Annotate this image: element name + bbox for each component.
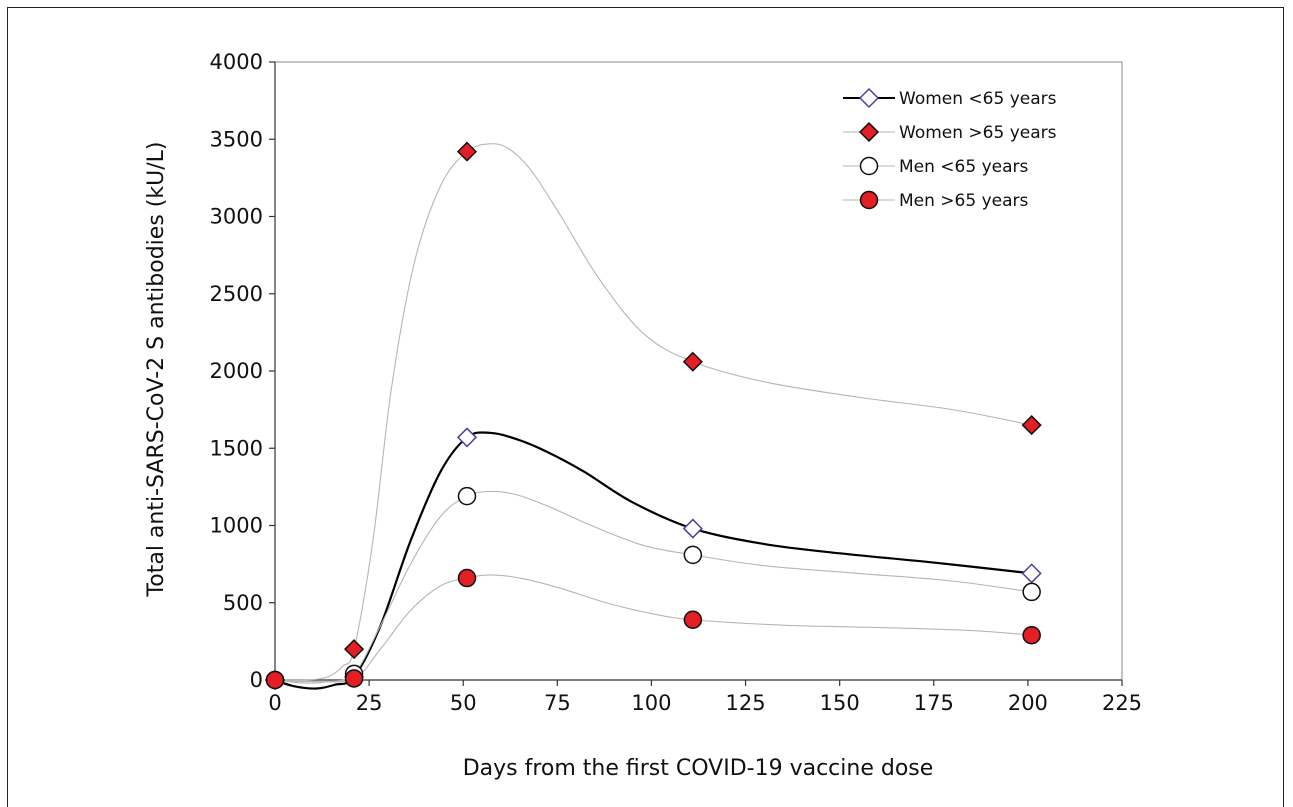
curve-women-65-years — [274, 143, 1032, 681]
curve-women-65-years — [274, 431, 1032, 690]
curve-men-65-years — [274, 574, 1032, 683]
point-women-65-years — [343, 639, 365, 660]
y-tick-label: 2000 — [210, 359, 263, 383]
x-tick-label: 75 — [544, 691, 571, 715]
series-curves — [274, 143, 1032, 690]
legend-marker-women-65-years — [858, 87, 880, 109]
x-tick-label: 125 — [726, 691, 766, 715]
point-women-65-years — [682, 518, 703, 539]
legend-marker-men-65-years — [859, 156, 879, 176]
y-tick-label: 2500 — [210, 282, 263, 306]
point-men-65-years — [265, 670, 285, 690]
x-tick-label: 150 — [820, 691, 860, 715]
legend-label-men-65-years: Men <65 years — [899, 157, 1029, 177]
series-markers — [264, 141, 1042, 691]
x-tick-label: 0 — [268, 691, 281, 715]
point-men-65-years — [457, 486, 477, 506]
x-tick-label: 225 — [1102, 691, 1142, 715]
point-men-65-years — [683, 610, 703, 629]
point-men-65-years — [1022, 625, 1041, 645]
point-men-65-years — [344, 669, 364, 688]
point-women-65-years — [682, 351, 703, 372]
y-tick-label: 1000 — [210, 514, 263, 538]
x-tick-label: 100 — [631, 691, 671, 715]
figure-frame — [7, 7, 1284, 807]
point-men-65-years — [683, 545, 703, 565]
point-women-65-years — [456, 427, 478, 448]
y-tick-label: 3000 — [210, 205, 263, 229]
legend-marker-men-65-years — [859, 190, 879, 210]
point-women-65-years — [1021, 563, 1042, 584]
x-tick-label: 50 — [450, 691, 477, 715]
y-tick-label: 4000 — [210, 50, 263, 74]
y-tick-label: 500 — [223, 591, 263, 615]
plot-area — [274, 61, 1123, 681]
point-men-65-years — [1022, 582, 1041, 602]
x-tick-label: 200 — [1008, 691, 1048, 715]
curve-men-65-years — [274, 490, 1032, 684]
legend-marker-women-65-years — [858, 121, 880, 143]
x-axis-label: Days from the first COVID-19 vaccine dos… — [463, 756, 934, 781]
y-tick-label: 3500 — [210, 127, 263, 151]
legend-label-women-65-years: Women >65 years — [899, 123, 1057, 143]
point-women-65-years — [456, 141, 478, 162]
point-women-65-years — [1021, 415, 1042, 436]
y-tick-label: 1500 — [210, 436, 263, 460]
legend: Women <65 years Women >65 years Men <65 ye… — [843, 87, 1057, 211]
y-axis-label: Total anti-SARS-CoV-2 S antibodies (kU/L… — [144, 142, 169, 598]
y-tick-label: 0 — [250, 668, 263, 692]
point-men-65-years — [457, 568, 477, 588]
axes: 0 500 1000 1500 2000 2500 3000 3500 4000 0 25 50 75 1… — [210, 50, 1143, 715]
legend-label-women-65-years: Women <65 years — [899, 89, 1057, 109]
x-tick-label: 25 — [356, 691, 383, 715]
legend-label-men-65-years: Men >65 years — [899, 191, 1029, 211]
x-tick-label: 175 — [914, 691, 954, 715]
